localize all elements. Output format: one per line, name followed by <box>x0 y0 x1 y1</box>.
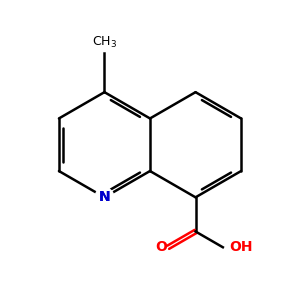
Circle shape <box>95 188 114 207</box>
Text: CH$_3$: CH$_3$ <box>92 35 117 50</box>
Text: OH: OH <box>229 240 253 254</box>
Text: N: N <box>99 190 110 204</box>
Text: O: O <box>155 240 167 254</box>
Text: N: N <box>99 190 110 204</box>
